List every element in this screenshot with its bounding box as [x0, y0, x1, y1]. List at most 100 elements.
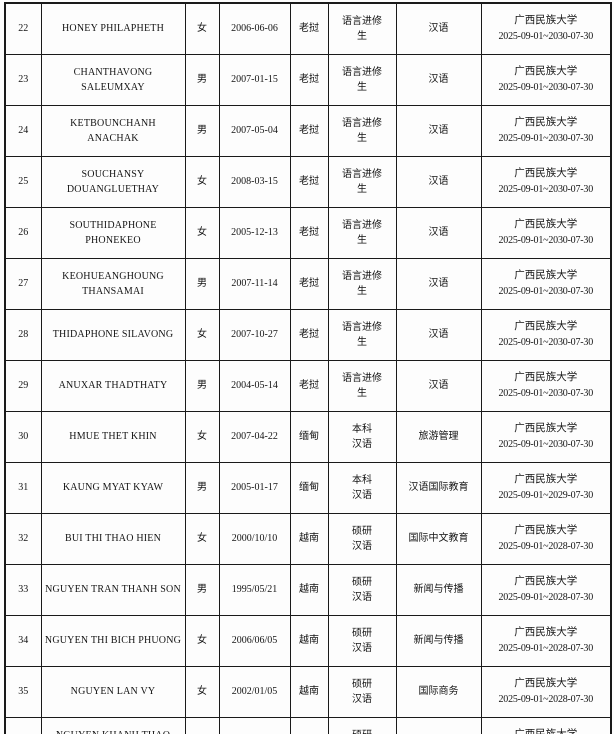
cell-nationality: 越南: [289, 564, 329, 616]
cell-gender: 男: [184, 360, 220, 412]
university-name: 广西民族大学: [514, 627, 578, 639]
university-name: 广西民族大学: [514, 15, 578, 27]
table-row: 29 ANUXAR THADTHATY 男 2004-05-14 老挝 语言进修…: [4, 360, 612, 412]
cell-student-name: NGUYEN LAN VY: [40, 666, 186, 718]
university-name: 广西民族大学: [514, 66, 578, 78]
cell-program-type: 语言进修 生: [327, 207, 397, 259]
study-period: 2025-09-01~2029-07-30: [498, 490, 594, 502]
cell-major: 汉语: [395, 105, 482, 157]
cell-row-number: 35: [4, 666, 42, 718]
table-row: 26 SOUTHIDAPHONE PHONEKEO 女 2005-12-13 老…: [4, 207, 612, 259]
cell-nationality: 老挝: [289, 156, 329, 208]
cell-student-name: HONEY PHILAPHETH: [40, 2, 186, 55]
cell-row-number: 26: [4, 207, 42, 259]
study-period: 2025-09-01~2030-07-30: [498, 286, 594, 298]
table-row: 24 KETBOUNCHANH ANACHAK 男 2007-05-04 老挝 …: [4, 105, 612, 157]
university-name: 广西民族大学: [514, 270, 578, 282]
study-period: 2025-09-01~2030-07-30: [498, 235, 594, 247]
cell-nationality: 越南: [289, 717, 329, 734]
table-row: 25 SOUCHANSY DOUANGLUETHAY 女 2008-03-15 …: [4, 156, 612, 208]
cell-gender: 女: [184, 513, 220, 565]
cell-program-type: 硕研 汉语: [327, 513, 397, 565]
cell-row-number: 28: [4, 309, 42, 361]
cell-student-name: KAUNG MYAT KYAW: [40, 462, 186, 514]
cell-university-period: 广西民族大学 2025-09-01~2028-07-30: [480, 513, 612, 565]
table-row: 30 HMUE THET KHIN 女 2007-04-22 缅甸 本科 汉语 …: [4, 411, 612, 463]
university-name: 广西民族大学: [514, 576, 578, 588]
cell-major: 汉语: [395, 54, 482, 106]
study-period: 2025-09-01~2028-07-30: [498, 541, 594, 553]
cell-gender: 女: [184, 2, 220, 55]
cell-nationality: 老挝: [289, 258, 329, 310]
cell-student-name: KEOHUEANGHOUNG THANSAMAI: [40, 258, 186, 310]
cell-birth-date: 2005-01-17: [218, 462, 291, 514]
study-period: 2025-09-01~2030-07-30: [498, 82, 594, 94]
cell-birth-date: 2007-01-15: [218, 54, 291, 106]
cell-birth-date: 2007-10-27: [218, 309, 291, 361]
roster-body: 22 HONEY PHILAPHETH 女 2006-06-06 老挝 语言进修…: [4, 2, 612, 734]
university-name: 广西民族大学: [514, 321, 578, 333]
cell-university-period: 广西民族大学 2025-09-01~2030-07-30: [480, 411, 612, 463]
cell-student-name: CHANTHAVONG SALEUMXAY: [40, 54, 186, 106]
cell-nationality: 越南: [289, 615, 329, 667]
cell-program-type: 硕研 汉语: [327, 666, 397, 718]
cell-university-period: 广西民族大学 2025-09-01~2030-07-30: [480, 258, 612, 310]
cell-major: 汉语: [395, 360, 482, 412]
cell-nationality: 老挝: [289, 207, 329, 259]
table-row: 23 CHANTHAVONG SALEUMXAY 男 2007-01-15 老挝…: [4, 54, 612, 106]
cell-major: 汉语: [395, 207, 482, 259]
table-row: 22 HONEY PHILAPHETH 女 2006-06-06 老挝 语言进修…: [4, 2, 612, 55]
cell-university-period: 广西民族大学 2025-09-01~2030-07-30: [480, 54, 612, 106]
cell-student-name: ANUXAR THADTHATY: [40, 360, 186, 412]
cell-row-number: 36: [4, 717, 42, 734]
cell-major: 汉语: [395, 156, 482, 208]
cell-row-number: 32: [4, 513, 42, 565]
cell-program-type: 硕研 汉语: [327, 615, 397, 667]
cell-row-number: 34: [4, 615, 42, 667]
cell-nationality: 老挝: [289, 105, 329, 157]
cell-birth-date: 2002/01/05: [218, 666, 291, 718]
cell-university-period: 广西民族大学 2025-09-01~2030-07-30: [480, 360, 612, 412]
cell-gender: 男: [184, 462, 220, 514]
cell-program-type: 语言进修 生: [327, 2, 397, 55]
cell-nationality: 老挝: [289, 54, 329, 106]
cell-major: 汉语: [395, 258, 482, 310]
cell-major: 新闻与传播: [395, 564, 482, 616]
cell-major: 国际商务: [395, 666, 482, 718]
cell-student-name: NGUYEN THI BICH PHUONG: [40, 615, 186, 667]
cell-gender: 男: [184, 564, 220, 616]
cell-major: 新闻与传播: [395, 615, 482, 667]
cell-nationality: 老挝: [289, 360, 329, 412]
university-name: 广西民族大学: [514, 525, 578, 537]
cell-gender: 女: [184, 717, 220, 734]
cell-nationality: 缅甸: [289, 462, 329, 514]
cell-row-number: 23: [4, 54, 42, 106]
cell-row-number: 29: [4, 360, 42, 412]
cell-program-type: 硕研 汉语: [327, 717, 397, 734]
cell-gender: 女: [184, 615, 220, 667]
cell-university-period: 广西民族大学 2025-09-01~2030-07-30: [480, 309, 612, 361]
cell-gender: 女: [184, 309, 220, 361]
table-row: 32 BUI THI THAO HIEN 女 2000/10/10 越南 硕研 …: [4, 513, 612, 565]
cell-university-period: 广西民族大学 2025-09-01~2030-07-30: [480, 156, 612, 208]
study-period: 2025-09-01~2030-07-30: [498, 31, 594, 43]
cell-major: 设计: [395, 717, 482, 734]
cell-row-number: 31: [4, 462, 42, 514]
cell-gender: 女: [184, 156, 220, 208]
cell-student-name: KETBOUNCHANH ANACHAK: [40, 105, 186, 157]
cell-nationality: 老挝: [289, 309, 329, 361]
cell-major: 旅游管理: [395, 411, 482, 463]
cell-student-name: THIDAPHONE SILAVONG: [40, 309, 186, 361]
table-row: 27 KEOHUEANGHOUNG THANSAMAI 男 2007-11-14…: [4, 258, 612, 310]
cell-university-period: 广西民族大学 2025-09-01~2030-07-30: [480, 207, 612, 259]
university-name: 广西民族大学: [514, 474, 578, 486]
table-row: 33 NGUYEN TRAN THANH SON 男 1995/05/21 越南…: [4, 564, 612, 616]
cell-birth-date: 2000/10/10: [218, 513, 291, 565]
cell-row-number: 33: [4, 564, 42, 616]
university-name: 广西民族大学: [514, 423, 578, 435]
cell-birth-date: 2007-11-14: [218, 258, 291, 310]
cell-gender: 男: [184, 105, 220, 157]
cell-nationality: 越南: [289, 513, 329, 565]
university-name: 广西民族大学: [514, 678, 578, 690]
cell-gender: 女: [184, 411, 220, 463]
